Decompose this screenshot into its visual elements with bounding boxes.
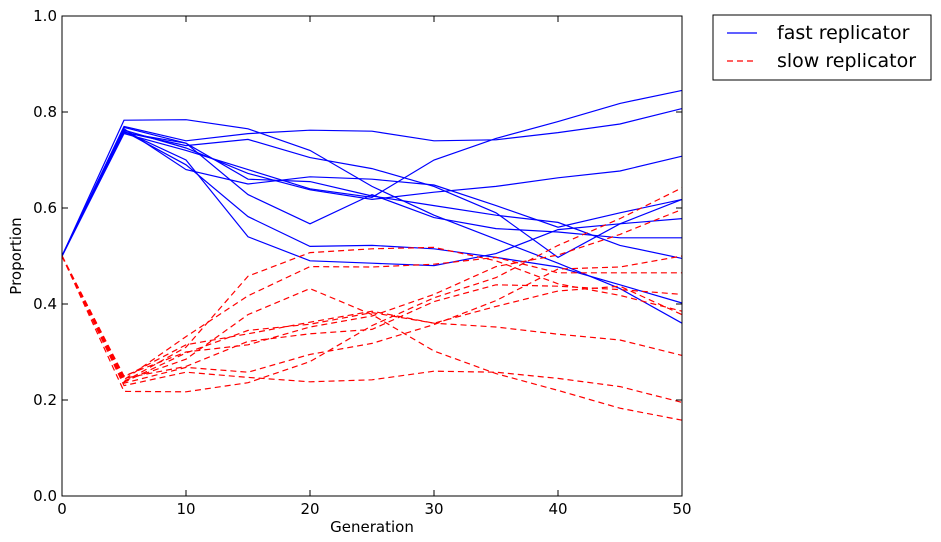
plot-frame — [61, 15, 683, 497]
legend-frame — [712, 14, 932, 81]
y-tick-label-3: 0.6 — [33, 199, 57, 217]
fast-replicator-line-7 — [61, 126, 683, 259]
x-tick-label-0: 0 — [57, 500, 67, 518]
slow-replicator-line-18 — [61, 255, 683, 378]
fast-replicator-line-8 — [61, 131, 682, 257]
fast-replicator-line-4 — [61, 131, 683, 259]
y-axis-label: Proportion — [7, 217, 25, 294]
slow-replicator-line-15 — [61, 255, 683, 421]
fast-replicator-line-1 — [61, 108, 683, 257]
fast-replicator-line-0 — [61, 119, 683, 324]
x-tick-label-5: 50 — [672, 500, 691, 518]
slow-replicator-line-19 — [61, 208, 683, 377]
slow-replicator-line-14 — [61, 246, 683, 383]
x-tick-label-1: 10 — [176, 500, 195, 518]
x-tick-label-4: 40 — [548, 500, 567, 518]
fast-replicator-line-5 — [61, 89, 683, 257]
ticks-layer — [61, 15, 683, 497]
slow-replicator-line-12 — [61, 255, 683, 384]
series-layer — [61, 89, 683, 421]
y-tick-label-2: 0.4 — [33, 295, 57, 313]
slow-replicator-line-13 — [61, 255, 683, 383]
legend-label-slow: slow replicator — [777, 50, 916, 72]
slow-replicator-line-11 — [61, 255, 683, 403]
tick-labels-layer: 0 10 20 30 40 50 0.0 0.2 0.4 0.6 0.8 1.0 — [33, 7, 691, 518]
y-tick-label-4: 0.8 — [33, 103, 57, 121]
fast-replicator-line-9 — [61, 130, 683, 304]
fast-replicator-line-2 — [61, 127, 683, 257]
x-tick-label-2: 20 — [300, 500, 319, 518]
y-tick-label-5: 1.0 — [33, 7, 57, 25]
legend-label-fast: fast replicator — [777, 22, 910, 44]
fast-replicator-line-3 — [61, 130, 683, 267]
x-axis-label: Generation — [330, 518, 414, 536]
x-tick-label-3: 30 — [424, 500, 443, 518]
legend: fast replicator slow replicator — [712, 14, 932, 81]
y-tick-label-0: 0.0 — [33, 487, 57, 505]
y-tick-label-1: 0.2 — [33, 391, 57, 409]
slow-replicator-line-17 — [61, 255, 683, 380]
slow-replicator-line-10 — [61, 187, 683, 393]
fast-replicator-line-6 — [61, 129, 683, 257]
plot-background — [62, 16, 682, 496]
